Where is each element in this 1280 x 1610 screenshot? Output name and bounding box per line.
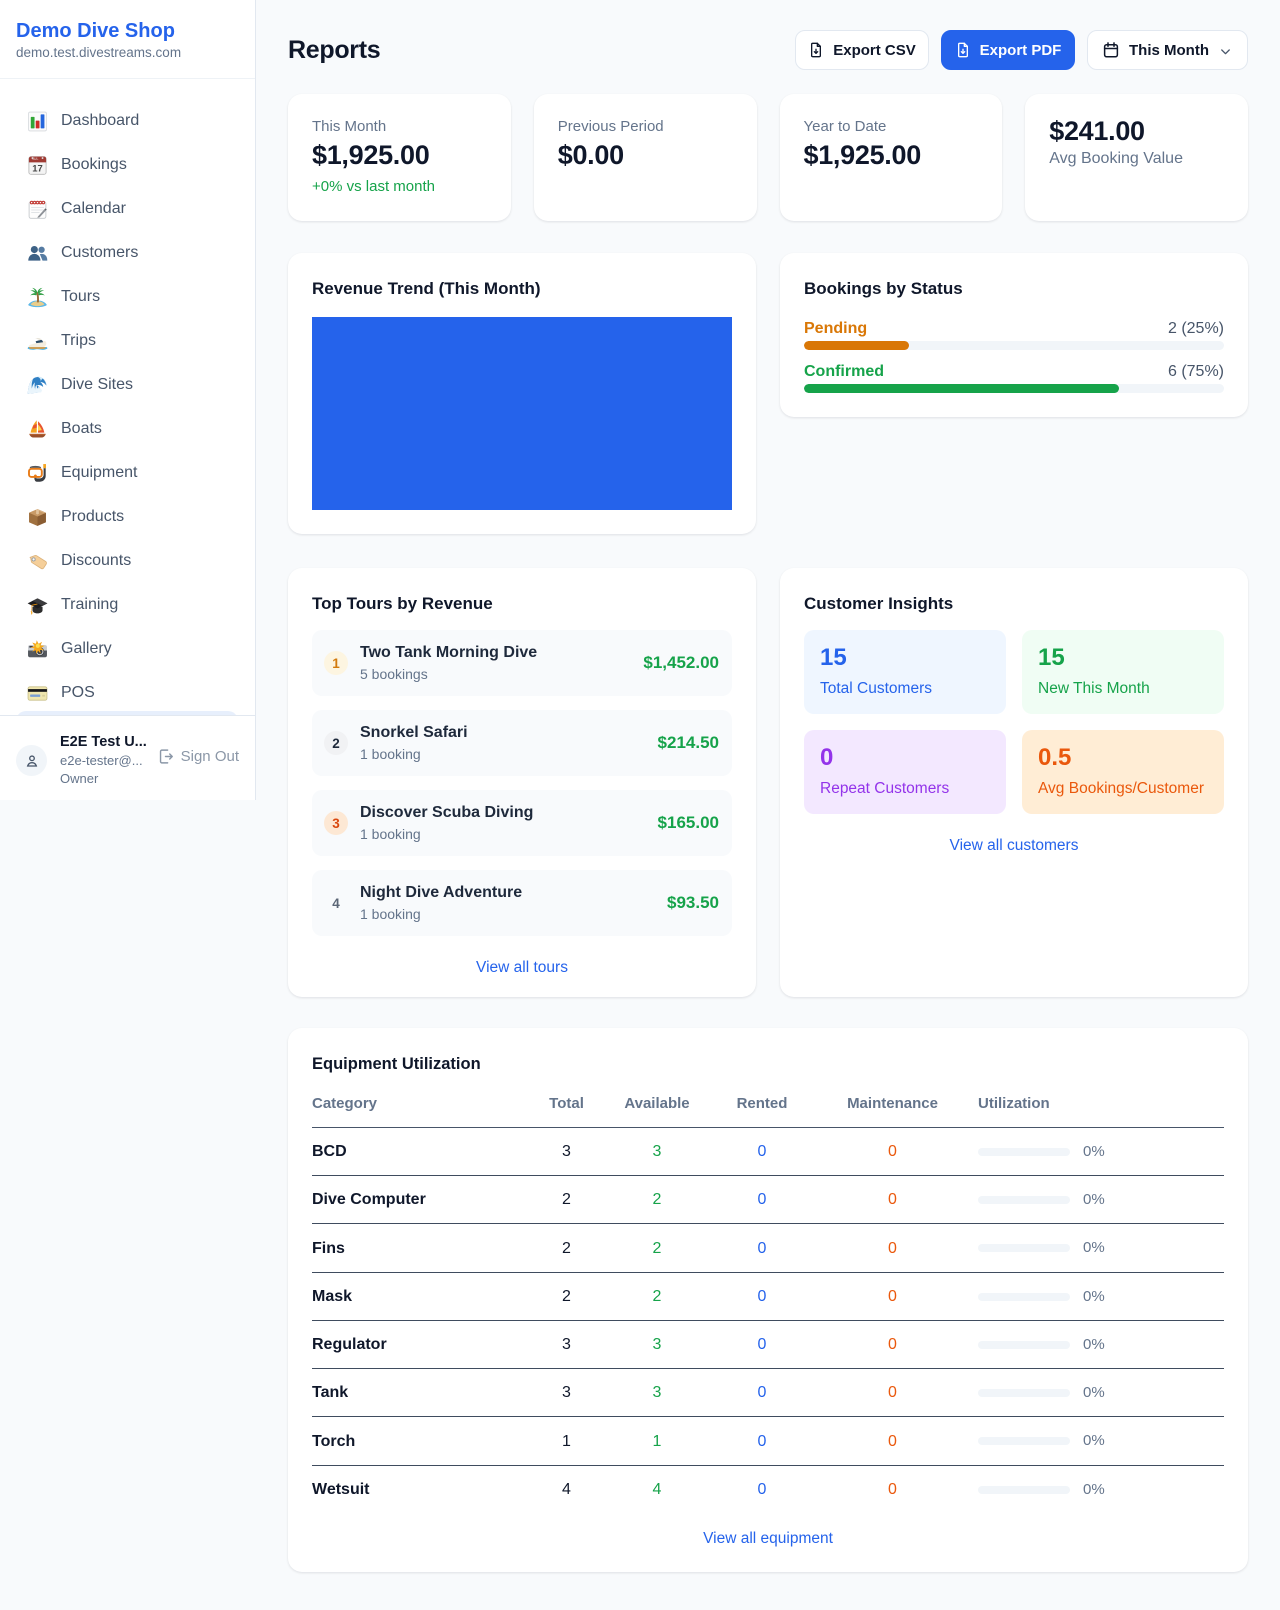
svg-text:JUL: JUL: [32, 156, 38, 160]
svg-text:17: 17: [32, 163, 43, 174]
